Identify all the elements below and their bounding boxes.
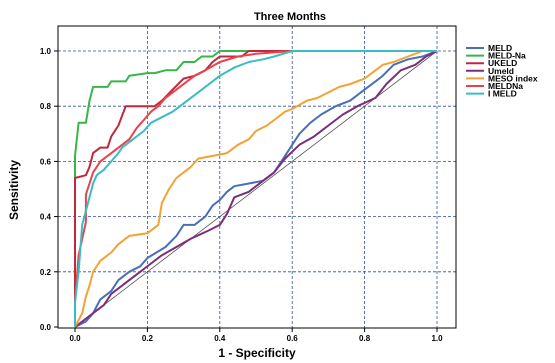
x-tick-label: 0.0 bbox=[69, 334, 81, 343]
y-tick-label: 0.8 bbox=[40, 102, 52, 111]
x-axis-label: 1 - Specificity bbox=[218, 346, 296, 360]
chart-title: Three Months bbox=[254, 11, 326, 23]
y-axis-label: Sensitivity bbox=[7, 160, 21, 220]
y-tick-label: 0.6 bbox=[40, 157, 52, 166]
series-line-umeld bbox=[74, 50, 438, 328]
x-tick-label: 0.8 bbox=[359, 334, 371, 343]
series-line-i-meld bbox=[74, 50, 437, 327]
y-tick-label: 0.2 bbox=[40, 268, 52, 277]
legend-label-ukeld: UKELD bbox=[488, 58, 517, 68]
x-tick-label: 0.6 bbox=[287, 334, 299, 343]
series-line-meld bbox=[74, 50, 438, 328]
legend-label-umeld: Umeld bbox=[488, 66, 514, 76]
x-tick-label: 1.0 bbox=[431, 334, 443, 343]
series-line-meld-na bbox=[74, 50, 437, 327]
plot-background bbox=[58, 26, 456, 328]
legend-label-i-meld: I MELD bbox=[488, 89, 517, 99]
x-tick-label: 0.4 bbox=[214, 334, 226, 343]
legend-label-meldna: MELDNa bbox=[488, 81, 523, 91]
legend-label-meld: MELD bbox=[488, 43, 512, 53]
legend-label-meso-index: MESO index bbox=[488, 73, 538, 83]
y-tick-label: 0.0 bbox=[40, 323, 52, 332]
x-tick-label: 0.2 bbox=[142, 334, 154, 343]
y-tick-label: 0.4 bbox=[40, 213, 52, 222]
plot-frame bbox=[57, 25, 457, 329]
series-line-meldna bbox=[74, 50, 437, 327]
series-line-meso-index bbox=[74, 50, 437, 328]
series-line-ukeld bbox=[74, 50, 437, 327]
y-tick-label: 1.0 bbox=[40, 47, 52, 56]
legend-label-meld-na: MELD-Na bbox=[488, 51, 526, 61]
